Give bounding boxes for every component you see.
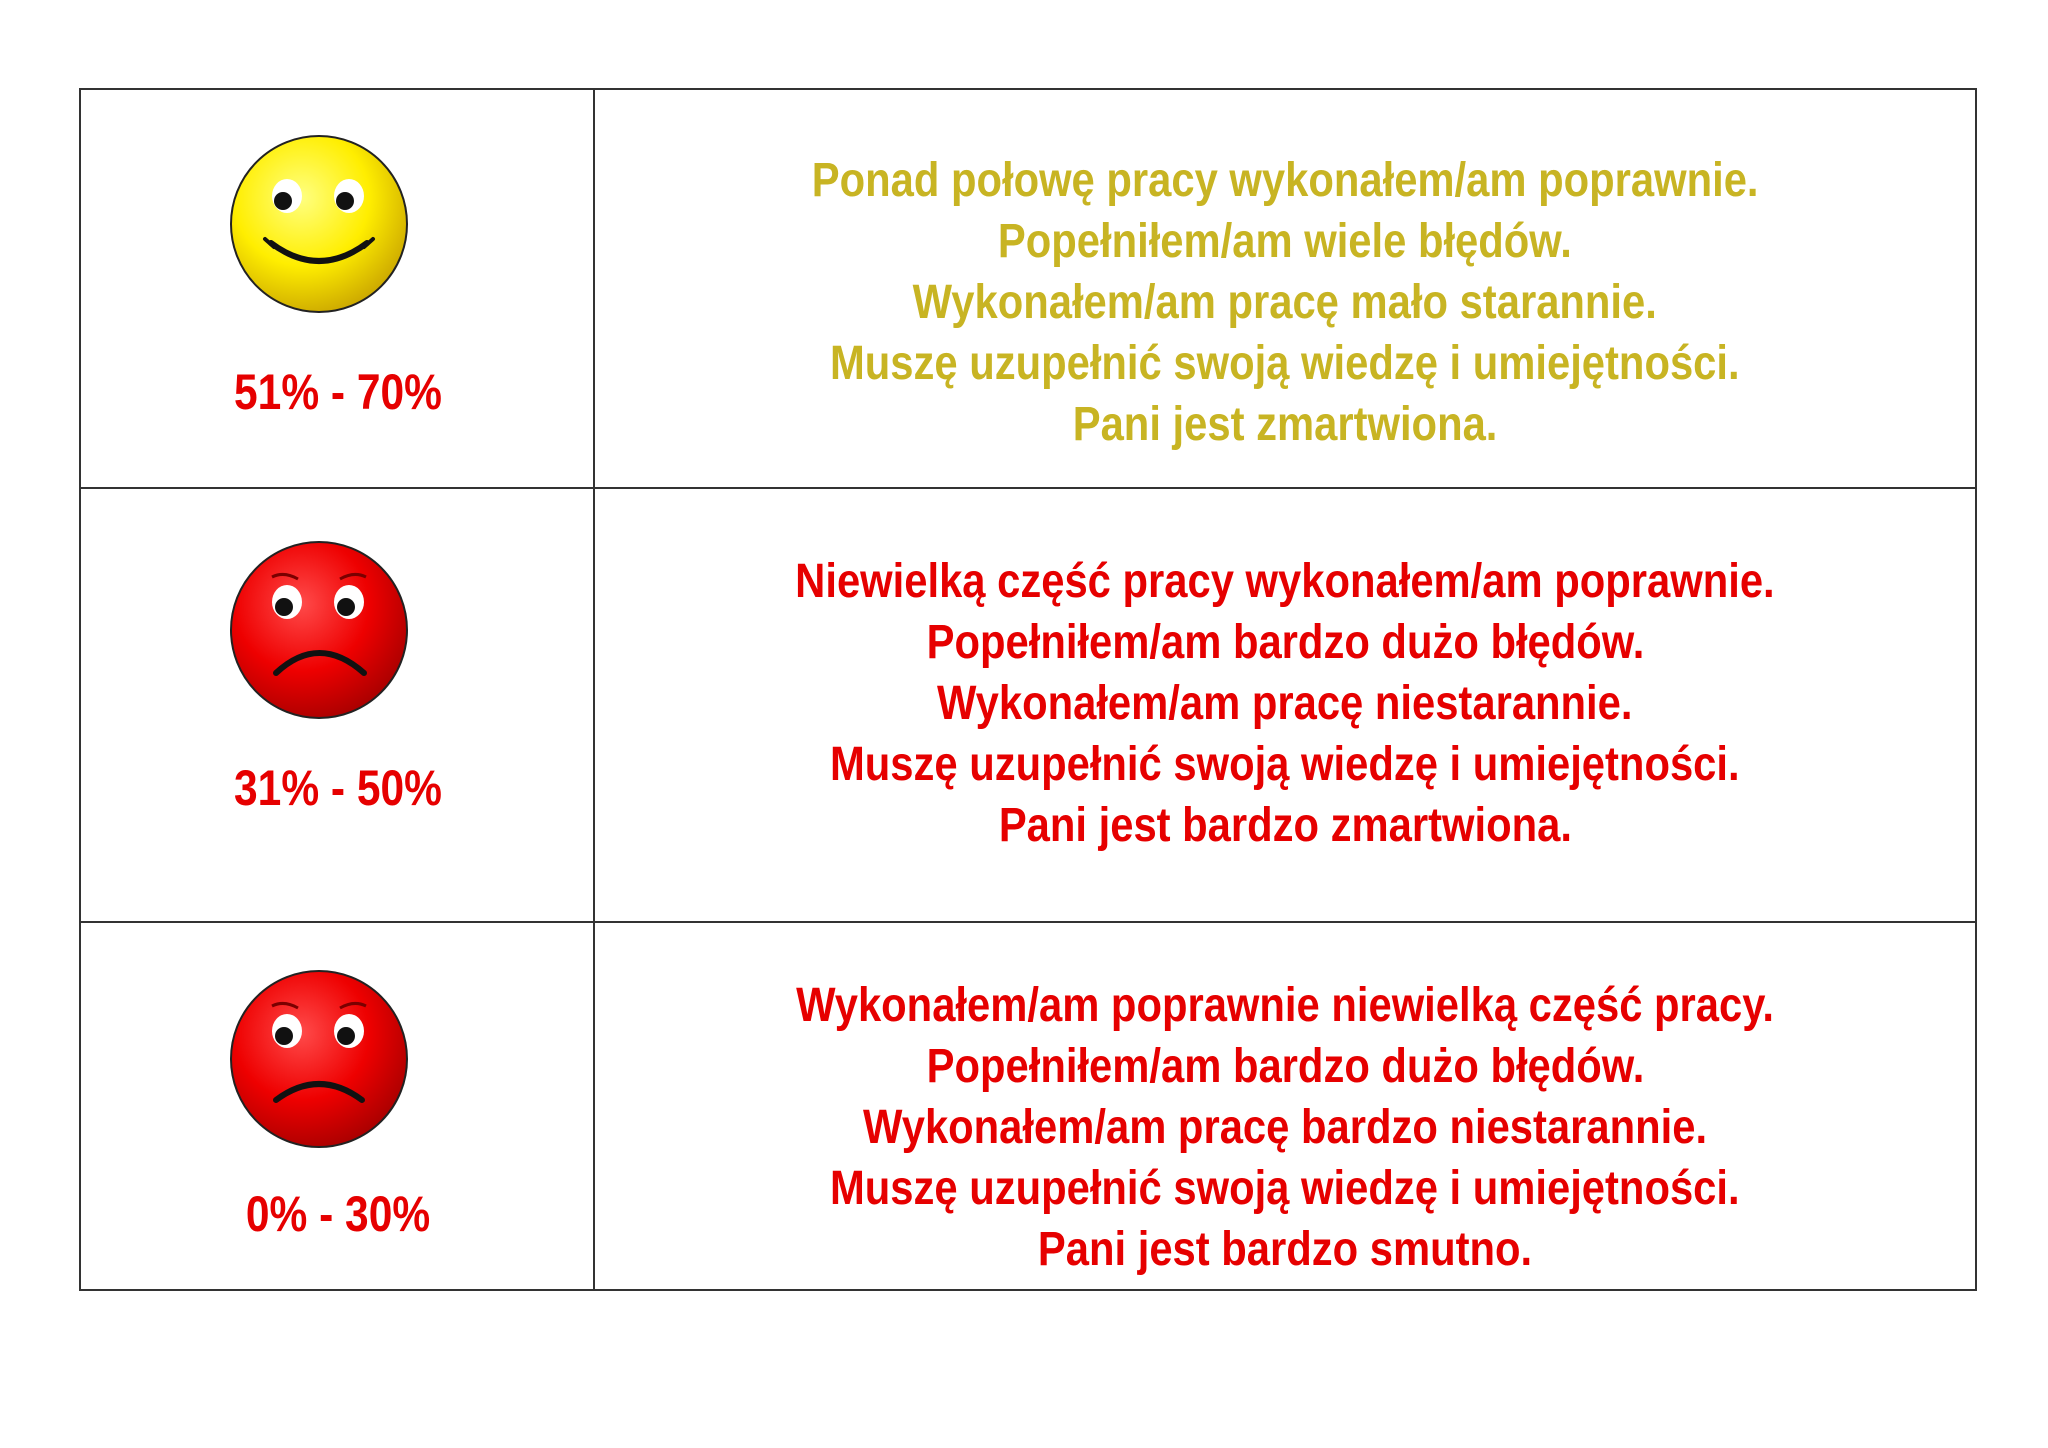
description-line: Popełniłem/am bardzo dużo błędów. — [926, 1040, 1644, 1093]
grade-row-1-description: Ponad połowę pracy wykonałem/am poprawni… — [595, 90, 1975, 487]
description-line: Pani jest bardzo smutno. — [1037, 1223, 1533, 1276]
description-line: Ponad połowę pracy wykonałem/am poprawni… — [811, 154, 1759, 207]
description-line: Muszę uzupełnić swoją wiedzę i umiejętno… — [830, 337, 1740, 390]
grade-row-2: 31% - 50% Niewielką część pracy wykonałe… — [81, 489, 1975, 923]
sad-face-icon — [230, 970, 408, 1148]
grade-row-3-left-cell: 0% - 30% — [81, 923, 595, 1291]
grade-row-2-description: Niewielką część pracy wykonałem/am popra… — [595, 489, 1975, 921]
range-label-1: 51% - 70% — [234, 364, 442, 420]
grade-row-3: 0% - 30% Wykonałem/am poprawnie niewielk… — [81, 923, 1975, 1291]
description-line: Popełniłem/am bardzo dużo błędów. — [926, 616, 1644, 669]
happy-face-icon — [230, 135, 408, 313]
grade-row-3-description: Wykonałem/am poprawnie niewielką część p… — [595, 923, 1975, 1291]
sad-face-icon — [230, 541, 408, 719]
description-line: Wykonałem/am pracę bardzo niestarannie. — [862, 1101, 1708, 1154]
description-line: Wykonałem/am poprawnie niewielką część p… — [796, 979, 1774, 1032]
description-line: Muszę uzupełnić swoją wiedzę i umiejętno… — [830, 1162, 1740, 1215]
description-line: Popełniłem/am wiele błędów. — [998, 215, 1572, 268]
grade-row-1: 51% - 70% Ponad połowę pracy wykonałem/a… — [81, 90, 1975, 489]
description-line: Muszę uzupełnić swoją wiedzę i umiejętno… — [830, 738, 1740, 791]
description-line: Wykonałem/am pracę mało starannie. — [912, 276, 1658, 329]
grade-row-1-left-cell: 51% - 70% — [81, 90, 595, 487]
description-line: Pani jest zmartwiona. — [1072, 398, 1498, 451]
description-line: Pani jest bardzo zmartwiona. — [998, 799, 1572, 852]
range-label-3: 0% - 30% — [245, 1186, 431, 1242]
grade-row-2-left-cell: 31% - 50% — [81, 489, 595, 921]
description-line: Wykonałem/am pracę niestarannie. — [937, 677, 1633, 730]
description-line: Niewielką część pracy wykonałem/am popra… — [795, 555, 1775, 608]
range-label-2: 31% - 50% — [234, 760, 442, 816]
grade-table: 51% - 70% Ponad połowę pracy wykonałem/a… — [79, 88, 1977, 1291]
